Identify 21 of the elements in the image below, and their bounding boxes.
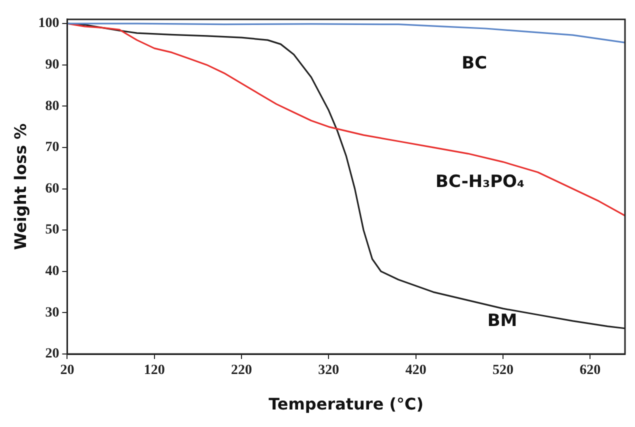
y-tick-label: 30 <box>45 305 60 320</box>
y-tick-label: 60 <box>45 181 60 196</box>
y-axis-title: Weight loss % <box>10 123 30 250</box>
y-tick-label: 40 <box>45 264 60 279</box>
x-tick-label: 120 <box>144 363 165 378</box>
x-tick-label: 220 <box>231 363 252 378</box>
y-tick-label: 50 <box>45 222 60 238</box>
y-tick-label: 80 <box>45 98 60 114</box>
y-tick-label: 70 <box>45 140 60 156</box>
y-tick-label: 90 <box>45 57 60 72</box>
x-tick-label: 620 <box>580 363 601 378</box>
x-tick-label: 420 <box>405 363 426 378</box>
series-label: BM <box>487 310 518 331</box>
y-tick-label: 100 <box>38 16 60 32</box>
series-label: BC-H₃PO₄ <box>436 172 524 192</box>
x-tick-label: 20 <box>60 363 74 378</box>
x-tick-label: 520 <box>492 363 514 378</box>
x-tick-label: 320 <box>318 363 340 378</box>
y-tick-label: 20 <box>45 346 60 362</box>
series-label: BC <box>462 53 488 74</box>
x-axis-title: Temperature (°C) <box>268 394 424 414</box>
